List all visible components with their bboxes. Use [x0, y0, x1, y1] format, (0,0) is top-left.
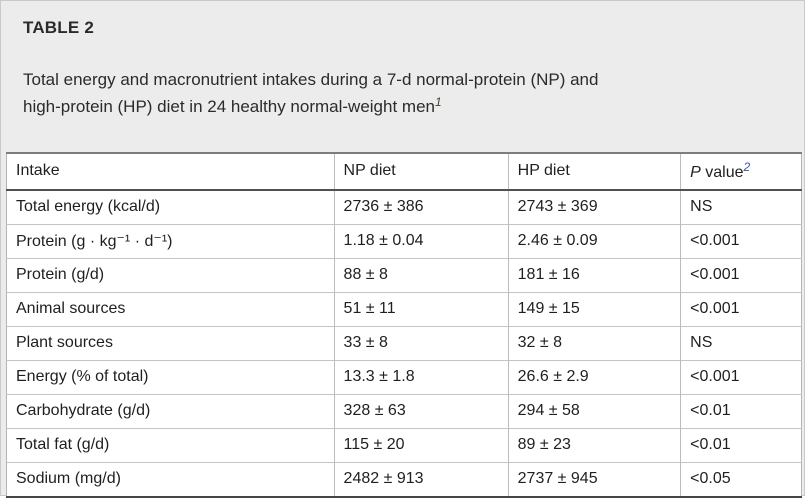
p-value-label: value [700, 164, 744, 181]
table-row: Protein (g · kg⁻¹ · d⁻¹) 1.18 ± 0.04 2.4… [6, 224, 802, 259]
p-value-cell: <0.05 [680, 462, 802, 497]
hp-value-cell: 294 ± 58 [507, 394, 681, 429]
p-value-cell: NS [680, 326, 802, 361]
table-row: Sodium (mg/d) 2482 ± 913 2737 ± 945 <0.0… [6, 462, 802, 497]
np-value-cell: 13.3 ± 1.8 [333, 360, 509, 395]
column-header-np-diet: NP diet [333, 153, 509, 191]
table-number-label: TABLE 2 [23, 18, 94, 37]
table-row: Plant sources 33 ± 8 32 ± 8 NS [6, 326, 802, 361]
hp-value-cell: 2743 ± 369 [507, 189, 681, 225]
np-value-cell: 328 ± 63 [333, 394, 509, 429]
np-value-cell: 2736 ± 386 [333, 189, 509, 225]
caption-line-1: Total energy and macronutrient intakes d… [23, 70, 599, 89]
intake-cell: Protein (g/d) [6, 258, 335, 293]
p-value-italic-p: P [690, 164, 701, 181]
hp-value-cell: 2737 ± 945 [507, 462, 681, 497]
table-caption: Total energy and macronutrient intakes d… [23, 66, 782, 120]
intake-cell: Sodium (mg/d) [6, 462, 335, 497]
hp-value-cell: 32 ± 8 [507, 326, 681, 361]
column-header-intake: Intake [6, 153, 335, 191]
table-row: Total energy (kcal/d) 2736 ± 386 2743 ± … [6, 189, 802, 225]
p-value-cell: <0.01 [680, 394, 802, 429]
table-row: Total fat (g/d) 115 ± 20 89 ± 23 <0.01 [6, 428, 802, 463]
p-value-cell: NS [680, 189, 802, 225]
table-row: Carbohydrate (g/d) 328 ± 63 294 ± 58 <0.… [6, 394, 802, 429]
intake-cell: Energy (% of total) [6, 360, 335, 395]
p-value-cell: <0.001 [680, 292, 802, 327]
hp-value-cell: 2.46 ± 0.09 [507, 224, 681, 259]
intake-cell-indented: Animal sources [6, 292, 335, 327]
hp-value-cell: 89 ± 23 [507, 428, 681, 463]
p-value-cell: <0.001 [680, 360, 802, 395]
header-row: Intake NP diet HP diet P value2 [6, 153, 802, 191]
np-value-cell: 115 ± 20 [333, 428, 509, 463]
table-row: Energy (% of total) 13.3 ± 1.8 26.6 ± 2.… [6, 360, 802, 395]
macronutrient-intake-table: Intake NP diet HP diet P value2 Total en… [6, 152, 802, 498]
p-value-cell: <0.01 [680, 428, 802, 463]
p-value-cell: <0.001 [680, 258, 802, 293]
np-value-cell: 33 ± 8 [333, 326, 509, 361]
intake-cell: Total energy (kcal/d) [6, 189, 335, 225]
table-row: Animal sources 51 ± 11 149 ± 15 <0.001 [6, 292, 802, 327]
footnote-2-link[interactable]: 2 [743, 160, 751, 174]
np-value-cell: 51 ± 11 [333, 292, 509, 327]
hp-value-cell: 181 ± 16 [507, 258, 681, 293]
np-value-cell: 1.18 ± 0.04 [333, 224, 509, 259]
table-caption-block: TABLE 2 Total energy and macronutrient i… [1, 1, 804, 120]
column-header-hp-diet: HP diet [507, 153, 681, 191]
column-header-p-value: P value2 [680, 153, 802, 191]
intake-cell-indented: Plant sources [6, 326, 335, 361]
footnote-1-link[interactable]: 1 [434, 95, 442, 110]
caption-line-2: high-protein (HP) diet in 24 healthy nor… [23, 97, 435, 117]
table-row: Protein (g/d) 88 ± 8 181 ± 16 <0.001 [6, 258, 802, 293]
intake-cell: Total fat (g/d) [6, 428, 335, 463]
p-value-cell: <0.001 [680, 224, 802, 259]
hp-value-cell: 149 ± 15 [507, 292, 681, 327]
intake-cell: Protein (g · kg⁻¹ · d⁻¹) [6, 224, 335, 259]
np-value-cell: 2482 ± 913 [333, 462, 509, 497]
hp-value-cell: 26.6 ± 2.9 [507, 360, 681, 395]
intake-cell: Carbohydrate (g/d) [6, 394, 335, 429]
np-value-cell: 88 ± 8 [333, 258, 509, 293]
